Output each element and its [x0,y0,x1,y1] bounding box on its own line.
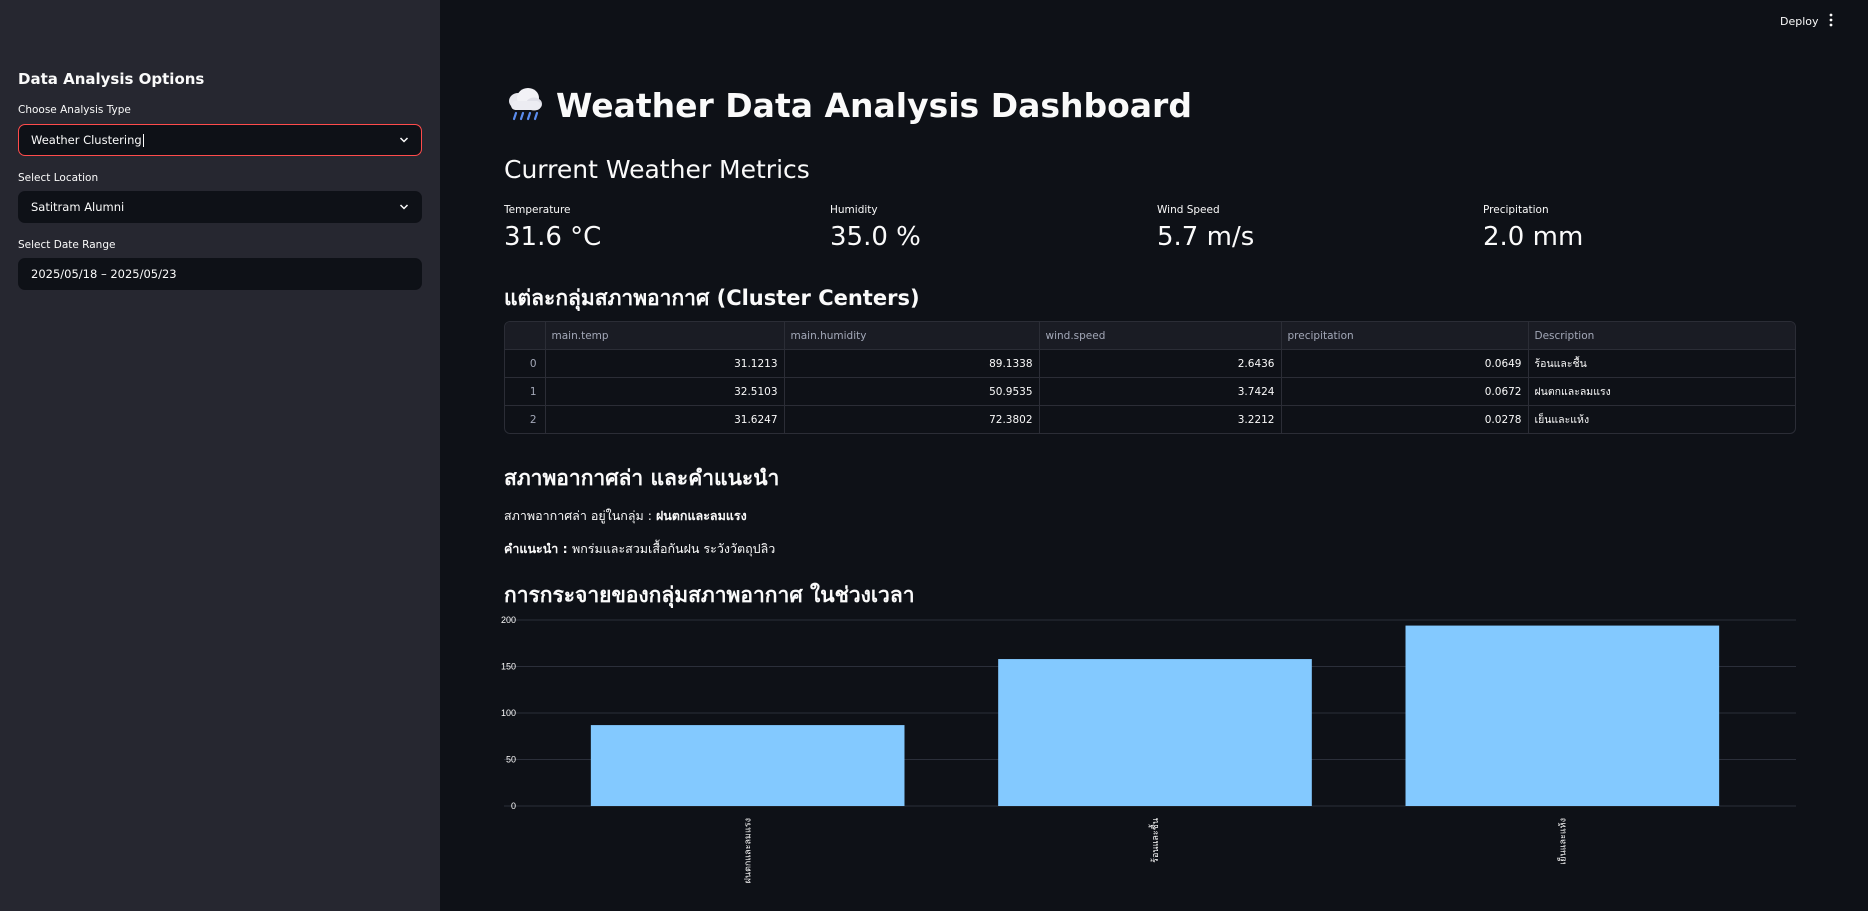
date-range-label: Select Date Range [18,239,116,251]
y-tick-label: 100 [501,708,516,718]
column-header[interactable]: main.temp [545,322,785,350]
bar[interactable] [590,725,905,806]
cloud-rain-icon [504,87,544,123]
table-cell[interactable]: 2.6436 [1039,349,1282,378]
metric-label: Wind Speed [1157,204,1220,216]
date-range-value: 2025/05/18 – 2025/05/23 [31,267,177,281]
cluster-distribution-chart[interactable]: 0 50 100 150 200 ฝนตกและลมแรง ร้อนและชื้น เย็นแ… [495,610,1805,905]
analysis-type-value: Weather Clustering [31,133,142,147]
column-header[interactable]: wind.speed [1039,322,1282,350]
table-cell[interactable]: 89.1338 [784,349,1040,378]
advice-label: คำแนะนำ : [504,541,572,556]
index-header [505,322,546,350]
more-vertical-icon[interactable] [1828,12,1834,31]
table-cell[interactable]: 0.0672 [1281,377,1529,406]
metric-humidity: Humidity 35.0 % [830,204,921,252]
table-cell[interactable]: 72.3802 [784,405,1040,433]
x-tick-label: ฝนตกและลมแรง [744,818,754,883]
metric-value: 35.0 % [830,222,921,252]
metrics-heading: Current Weather Metrics [504,155,810,184]
metric-label: Temperature [504,204,571,216]
table-row: 0 31.1213 89.1338 2.6436 0.0649 ร้อนและช… [505,349,1795,378]
date-range-input[interactable]: 2025/05/18 – 2025/05/23 [18,258,422,290]
column-header[interactable]: main.humidity [784,322,1040,350]
row-index: 1 [505,377,546,406]
metric-temperature: Temperature 31.6 °C [504,204,601,252]
table-row: 1 32.5103 50.9535 3.7424 0.0672 ฝนตกและล… [505,377,1795,406]
table-cell[interactable]: ร้อนและชื้น [1528,349,1795,378]
advice-text: คำแนะนำ : พกร่มและสวมเสื้อกันฝน ระวังวัต… [504,539,775,559]
y-tick-label: 200 [501,615,516,625]
deploy-button[interactable]: Deploy [1780,15,1819,28]
sidebar-title: Data Analysis Options [18,70,205,88]
table-cell[interactable]: 50.9535 [784,377,1040,406]
x-tick-label: เย็นและแห้ง [1555,818,1568,865]
location-select[interactable]: Satitram Alumni [18,191,422,223]
table-cell[interactable]: 32.5103 [545,377,785,406]
column-header[interactable]: Description [1528,322,1795,350]
advice-value: พกร่มและสวมเสื้อกันฝน ระวังวัตถุปลิว [571,541,776,556]
distribution-heading: การกระจายของกลุ่มสภาพอากาศ ในช่วงเวลา [504,583,915,607]
analysis-type-label: Choose Analysis Type [18,104,131,116]
bar[interactable] [998,659,1312,806]
cluster-centers-heading: แต่ละกลุ่มสภาพอากาศ (Cluster Centers) [504,286,920,310]
location-label: Select Location [18,172,99,184]
sidebar: Data Analysis Options Choose Analysis Ty… [0,0,440,911]
table-header-row: main.temp main.humidity wind.speed preci… [505,322,1795,350]
recommendation-heading: สภาพอากาศล่า และคำแนะนำ [504,466,780,490]
chevron-down-icon[interactable] [399,125,409,167]
y-tick-label: 50 [506,755,516,765]
metric-value: 31.6 °C [504,222,602,252]
row-index: 0 [505,349,546,378]
metric-label: Precipitation [1483,204,1549,216]
bar[interactable] [1405,625,1720,806]
y-tick-label: 150 [501,662,516,672]
table-cell[interactable]: 0.0649 [1281,349,1529,378]
metric-value: 2.0 mm [1483,222,1584,252]
table-cell[interactable]: 31.6247 [545,405,785,433]
chevron-down-icon[interactable] [399,192,409,234]
page-title-text: Weather Data Analysis Dashboard [556,86,1192,125]
row-index: 2 [505,405,546,433]
current-cluster-value: ฝนตกและลมแรง [655,508,747,523]
bar-chart-svg: 0 50 100 150 200 ฝนตกและลมแรง ร้อนและชื้น เย็นแ… [501,615,1796,883]
table-cell[interactable]: 3.2212 [1039,405,1282,433]
y-tick-label: 0 [511,801,516,811]
column-header[interactable]: precipitation [1281,322,1529,350]
table-cell[interactable]: 0.0278 [1281,405,1529,433]
metric-wind-speed: Wind Speed 5.7 m/s [1157,204,1254,252]
text-cursor [142,134,144,147]
current-cluster-text: สภาพอากาศล่า อยู่ในกลุ่ม : ฝนตกและลมแรง [504,506,747,526]
table-cell[interactable]: 31.1213 [545,349,785,378]
table-cell[interactable]: เย็นและแห้ง [1534,414,1590,426]
x-tick-label: ร้อนและชื้น [1148,818,1161,863]
metric-label: Humidity [830,204,878,216]
metric-value: 5.7 m/s [1157,222,1255,252]
current-cluster-prefix: สภาพอากาศล่า อยู่ในกลุ่ม : [504,508,656,523]
metric-precipitation: Precipitation 2.0 mm [1483,204,1583,252]
analysis-type-select[interactable]: Weather Clustering [18,124,422,156]
table-row: 2 31.6247 72.3802 3.2212 0.0278 เย็นและแ… [505,405,1795,433]
table-cell[interactable]: ฝนตกและลมแรง [1528,377,1795,406]
location-value: Satitram Alumni [31,200,125,214]
cluster-centers-table[interactable]: main.temp main.humidity wind.speed preci… [504,321,1796,434]
page-title: Weather Data Analysis Dashboard [504,86,1192,126]
table-cell[interactable]: 3.7424 [1039,377,1282,406]
